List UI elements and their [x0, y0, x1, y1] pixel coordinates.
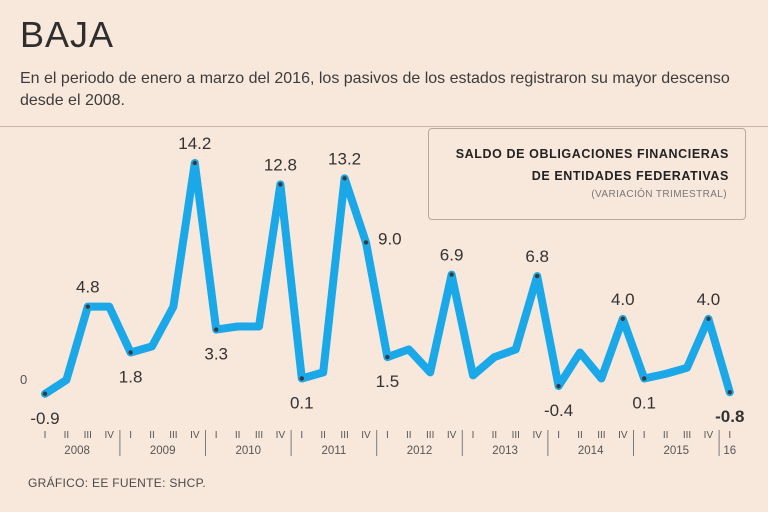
data-label: 4.0 — [697, 290, 721, 309]
x-tick-label: IV — [532, 430, 542, 441]
x-tick-label: III — [169, 430, 177, 441]
data-label: -0.8 — [715, 407, 744, 426]
x-tick-label: II — [149, 430, 155, 441]
x-year-label: 2014 — [578, 445, 604, 457]
data-label: 1.5 — [376, 372, 400, 391]
data-label: 13.2 — [328, 149, 361, 168]
x-year-label: 2013 — [492, 445, 518, 457]
x-year-label: 2011 — [322, 445, 347, 457]
x-tick-label: III — [340, 430, 348, 441]
x-tick-label: III — [426, 430, 434, 441]
x-year-label: 2008 — [64, 445, 90, 457]
x-tick-label: I — [215, 430, 218, 441]
data-label: 12.8 — [264, 155, 297, 174]
x-tick-label: IV — [704, 430, 714, 441]
x-tick-label: IV — [618, 430, 628, 441]
data-point — [85, 304, 91, 309]
data-point — [535, 273, 540, 279]
data-point — [556, 383, 561, 389]
data-label: 14.2 — [178, 134, 211, 153]
legend-box: SALDO DE OBLIGACIONES FINANCIERAS DE ENT… — [428, 128, 746, 220]
data-label: 6.9 — [440, 246, 464, 265]
x-tick-label: I — [129, 430, 132, 441]
data-point — [278, 182, 283, 187]
x-tick-label: I — [44, 430, 47, 441]
x-tick-label: II — [577, 430, 583, 441]
data-point — [706, 316, 711, 322]
page-subtitle: En el periodo de enero a marzo del 2016,… — [20, 70, 730, 109]
y-axis-zero-label: 0 — [20, 372, 27, 387]
data-label: -0.4 — [544, 401, 573, 420]
x-tick-label: I — [386, 430, 389, 441]
x-tick-label: III — [597, 430, 605, 441]
data-point — [642, 376, 647, 381]
x-tick-label: III — [512, 430, 520, 441]
x-tick-label: IV — [276, 430, 286, 441]
x-tick-label: II — [64, 430, 70, 441]
data-point — [299, 376, 304, 381]
x-tick-label: IV — [104, 430, 114, 441]
data-point — [214, 327, 219, 332]
data-point — [42, 391, 48, 396]
data-label: 0.1 — [290, 393, 314, 412]
data-label: -0.9 — [30, 409, 59, 428]
data-point — [192, 160, 197, 166]
data-label: 4.8 — [76, 278, 100, 297]
x-tick-label: IV — [447, 430, 457, 441]
data-label: 3.3 — [204, 345, 228, 364]
x-tick-label: I — [643, 430, 646, 441]
x-tick-label: IV — [361, 430, 371, 441]
x-tick-label: II — [320, 430, 326, 441]
source-note: GRÁFICO: EE FUENTE: SHCP. — [28, 476, 206, 490]
legend-title: SALDO DE OBLIGACIONES FINANCIERAS DE ENT… — [429, 143, 729, 187]
legend-title-line1: SALDO DE OBLIGACIONES FINANCIERAS — [455, 147, 729, 161]
x-tick-label: III — [84, 430, 92, 441]
data-label: 4.0 — [611, 290, 635, 309]
x-tick-label: III — [255, 430, 263, 441]
data-point — [727, 390, 732, 395]
data-point — [128, 350, 133, 355]
data-point — [342, 176, 347, 181]
x-tick-label: I — [300, 430, 303, 441]
data-label: 0.1 — [632, 393, 656, 412]
header-divider — [0, 126, 768, 127]
x-tick-label: II — [235, 430, 241, 441]
legend-subtitle: (VARIACIÓN TRIMESTRAL) — [591, 189, 727, 200]
x-year-label: 16 — [723, 445, 736, 457]
x-year-label: 2015 — [664, 445, 690, 457]
data-point — [620, 316, 625, 322]
x-year-label: 2009 — [150, 445, 176, 457]
x-tick-label: I — [557, 430, 560, 441]
x-tick-label: IV — [190, 430, 200, 441]
data-point — [385, 354, 390, 360]
data-label: 6.8 — [525, 247, 549, 266]
x-tick-label: I — [472, 430, 475, 441]
x-tick-label: II — [406, 430, 412, 441]
x-tick-label: III — [683, 430, 691, 441]
data-label: 9.0 — [378, 229, 402, 248]
data-point — [363, 240, 369, 245]
x-tick-label: I — [728, 430, 731, 441]
legend-title-line2: DE ENTIDADES FEDERATIVAS — [531, 169, 729, 183]
page-title: BAJA — [20, 14, 115, 55]
x-tick-label: II — [663, 430, 669, 441]
x-year-label: 2010 — [236, 445, 262, 457]
data-label: 1.8 — [119, 367, 143, 386]
data-point — [449, 272, 454, 277]
x-tick-label: II — [492, 430, 498, 441]
x-year-label: 2012 — [407, 445, 433, 457]
